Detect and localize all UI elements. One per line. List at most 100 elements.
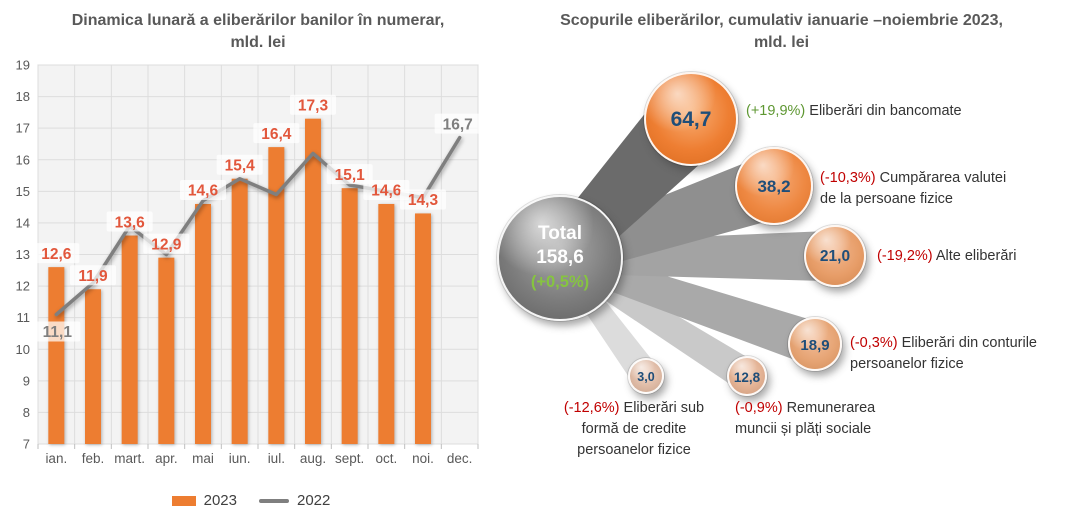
y-tick-label: 8 [23, 405, 30, 420]
legend-2023-swatch [171, 495, 196, 506]
bar-label-oct-bg [363, 179, 410, 200]
total-change-pct: (+0,5%) [530, 273, 590, 291]
bar-label-apr-bg [143, 233, 190, 254]
bar-label-mai-bg [180, 179, 226, 200]
line-label-ian: 11,1 [43, 324, 73, 341]
bar-2023-iun [231, 178, 248, 444]
line-label-dec: 16,7 [443, 116, 473, 133]
left-chart-title: Dinamica lunară a eliberărilor banilor î… [30, 10, 486, 54]
y-tick-label: 12 [16, 279, 30, 294]
bubble-change-pct: (+19,9%) [746, 103, 810, 119]
bar-label-ian: 12,6 [41, 246, 72, 263]
y-tick-label: 13 [16, 247, 30, 262]
bubble-value: 21,0 [819, 248, 851, 265]
y-tick-label: 10 [16, 342, 30, 357]
x-tick-label-sept: sept. [335, 451, 364, 466]
line-label-dec-bg [434, 113, 481, 134]
bar-label-iun-bg [216, 154, 263, 175]
total-value: 158,6 [536, 247, 584, 268]
y-tick-label: 19 [16, 58, 30, 73]
bubble-12-8: 12,8 [727, 356, 767, 396]
y-tick-label: 14 [16, 215, 30, 230]
bubble-64-7: 64,7 [644, 72, 738, 166]
bubble-value: 18,9 [800, 336, 830, 354]
bar-label-aug-bg [290, 94, 336, 115]
x-tick-label-apr: apr. [155, 451, 178, 466]
bubble-value: 38,2 [757, 177, 791, 196]
bubble-change-pct: (-19,2%) [877, 248, 936, 264]
purposes-bubble-chart: Scopurile eliberărilor, cumulativ ianuar… [490, 0, 1073, 524]
x-tick-label-iun: iun. [229, 451, 251, 466]
bar-label-sept-bg [326, 164, 373, 185]
bubble-label-18-9: (-0,3%) Eliberări din conturile persoanel… [850, 335, 1037, 372]
total-label: Total [538, 223, 582, 244]
bar-label-iul: 16,4 [261, 126, 292, 143]
bar-2023-mai [195, 203, 211, 444]
bar-label-feb: 11,9 [78, 268, 108, 285]
bar-label-noi: 14,3 [408, 192, 439, 209]
x-tick-label-ian: ian. [45, 451, 67, 466]
bubble-value: 12,8 [733, 369, 761, 385]
bar-label-mart: 13,6 [115, 214, 146, 231]
bar-label-aug: 17,3 [298, 97, 329, 114]
y-tick-label: 15 [16, 184, 30, 199]
bubble-label-38-2: (-10,3%) Cumpărarea valutei de la persoan… [820, 170, 1007, 207]
bar-label-iul-bg [253, 123, 300, 144]
left-chart-title-line1: Dinamica lunară a eliberărilor banilor î… [71, 12, 445, 29]
bar-2023-sept [341, 188, 358, 444]
right-chart-title: Scopurile eliberărilor, cumulativ ianuar… [490, 10, 1073, 54]
bar-2023-feb [85, 289, 101, 444]
bubble-change-pct: (-10,3%) [820, 170, 880, 186]
bar-2023-aug [305, 118, 321, 445]
bubble-label-21-0: (-19,2%) Alte eliberări [877, 248, 1017, 264]
bubble-label-12-8: (-0,9%) Remunerarea muncii și plăți socia… [735, 400, 876, 437]
bubble-change-pct: (-0,3%) [850, 335, 902, 351]
y-tick-label: 16 [16, 152, 30, 167]
y-tick-label: 7 [23, 437, 30, 452]
chart-legend: 2023 2022 [38, 492, 478, 509]
bar-label-mai: 14,6 [188, 183, 219, 200]
x-tick-label-feb: feb. [82, 451, 105, 466]
monthly-dynamics-chart: Dinamica lunară a eliberărilor banilor î… [0, 0, 490, 524]
bubble-21-0: 21,0 [804, 225, 866, 287]
bubble-18-9: 18,9 [788, 317, 842, 371]
bar-label-mart-bg [106, 211, 153, 232]
x-tick-label-noi: noi. [412, 451, 434, 466]
legend-2022-label: 2022 [297, 492, 331, 509]
bar-2023-apr [158, 257, 175, 444]
bubble-change-pct: (-0,9%) [735, 400, 787, 416]
x-tick-label-iul: iul. [268, 451, 285, 466]
legend-2022-swatch [259, 498, 289, 503]
x-tick-label-mai: mai [192, 451, 214, 466]
bubble-38-2: 38,2 [735, 147, 813, 225]
y-tick-label: 17 [16, 121, 30, 136]
line-label-ian-bg [34, 321, 81, 342]
total-bubble: Total 158,6 (+0,5%) [497, 195, 623, 321]
y-tick-label: 18 [16, 89, 30, 104]
bar-label-oct: 14,6 [371, 183, 402, 200]
x-tick-label-mart: mart. [114, 451, 145, 466]
bar-label-feb-bg [70, 265, 116, 286]
left-chart-title-line2: mld. lei [230, 34, 286, 51]
y-tick-label: 11 [17, 310, 31, 325]
y-tick-label: 9 [23, 373, 30, 388]
bar-label-apr: 12,9 [151, 236, 182, 253]
bubble-value: 64,7 [670, 108, 712, 131]
bubble-change-pct: (-12,6%) [563, 400, 624, 416]
bar-label-noi-bg [400, 189, 446, 210]
legend-2023-label: 2023 [203, 492, 237, 509]
bar-2023-oct [378, 203, 395, 444]
bar-line-plot: 7 8 9 10 11 12 13 14 15 16 17 18 19 ian. feb. mart. apr.… [16, 58, 481, 466]
bar-2023-noi [415, 213, 431, 444]
bubble-value: 3,0 [637, 370, 655, 384]
bar-2023-mart [121, 235, 138, 444]
bubble-label-64-7: (+19,9%) Eliberări din bancomate [746, 103, 962, 119]
x-tick-label-dec: dec. [447, 451, 473, 466]
bar-label-sept: 15,1 [335, 167, 366, 184]
bubble-3-0: 3,0 [628, 358, 664, 394]
bar-label-iun: 15,4 [225, 157, 256, 174]
x-tick-label-aug: aug. [300, 451, 326, 466]
bar-2023-iul [268, 147, 285, 444]
right-chart-title-line2: mld. lei [753, 34, 810, 51]
